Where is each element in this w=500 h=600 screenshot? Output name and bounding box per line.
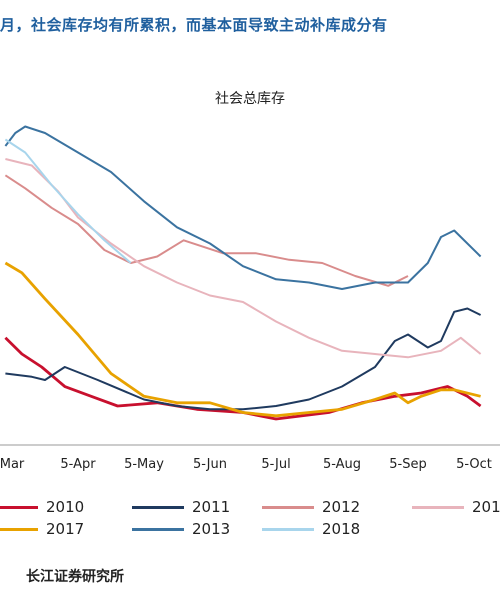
legend-swatch (0, 505, 38, 509)
source-note: 长江证券研究所 (26, 569, 124, 585)
x-tick-label: 5-Sep (389, 457, 426, 472)
series-line-2017 (4, 261, 481, 418)
legend-swatch (0, 527, 38, 531)
legend-item-2011: 2011 (132, 498, 230, 516)
chart-title: 社会总库存 (215, 91, 285, 107)
legend-swatch (132, 527, 184, 531)
legend-item-2012: 2012 (262, 498, 360, 516)
legend-label: 2010 (46, 498, 85, 516)
series-line-2014 (5, 158, 482, 359)
legend-swatch (262, 527, 314, 531)
legend-label: 2012 (322, 498, 361, 516)
legend-item-2018: 2018 (262, 520, 360, 538)
legend-label: 2014 (472, 498, 500, 516)
legend-item-2010: 2010 (0, 498, 84, 516)
x-tick-label: 5-Jun (193, 457, 227, 472)
legend-item-2013: 2013 (132, 520, 230, 538)
legend-swatch (412, 505, 464, 509)
x-tick-label: 5-Oct (456, 457, 492, 472)
series-line-2010 (4, 336, 482, 421)
legend-label: 2018 (322, 520, 361, 538)
legend-label: 2013 (192, 520, 231, 538)
legend-label: 2011 (192, 498, 231, 516)
series-line-2012 (4, 174, 409, 287)
legend-swatch (132, 505, 184, 509)
legend-item-2014: 2014 (412, 498, 500, 516)
legend-swatch (262, 505, 314, 509)
x-tick-label: Mar (0, 457, 25, 472)
legend-label: 2017 (46, 520, 85, 538)
inventory-line-chart: Mar 5-Apr 5-May 5-Jun 5-Jul 5-Aug 5-Sep 5-Oct (0, 125, 500, 472)
page-headline: 月，社会库存均有所累积，而基本面导致主动补库成分有 (0, 16, 388, 34)
series-line-2018 (4, 138, 132, 264)
x-tick-label: 5-Aug (323, 457, 361, 472)
series-line-2011 (5, 307, 482, 411)
legend-item-2017: 2017 (0, 520, 84, 538)
x-tick-label: 5-Jul (261, 457, 290, 472)
series-line-2013 (4, 125, 482, 290)
x-tick-label: 5-May (124, 457, 164, 472)
x-tick-label: 5-Apr (60, 457, 96, 472)
